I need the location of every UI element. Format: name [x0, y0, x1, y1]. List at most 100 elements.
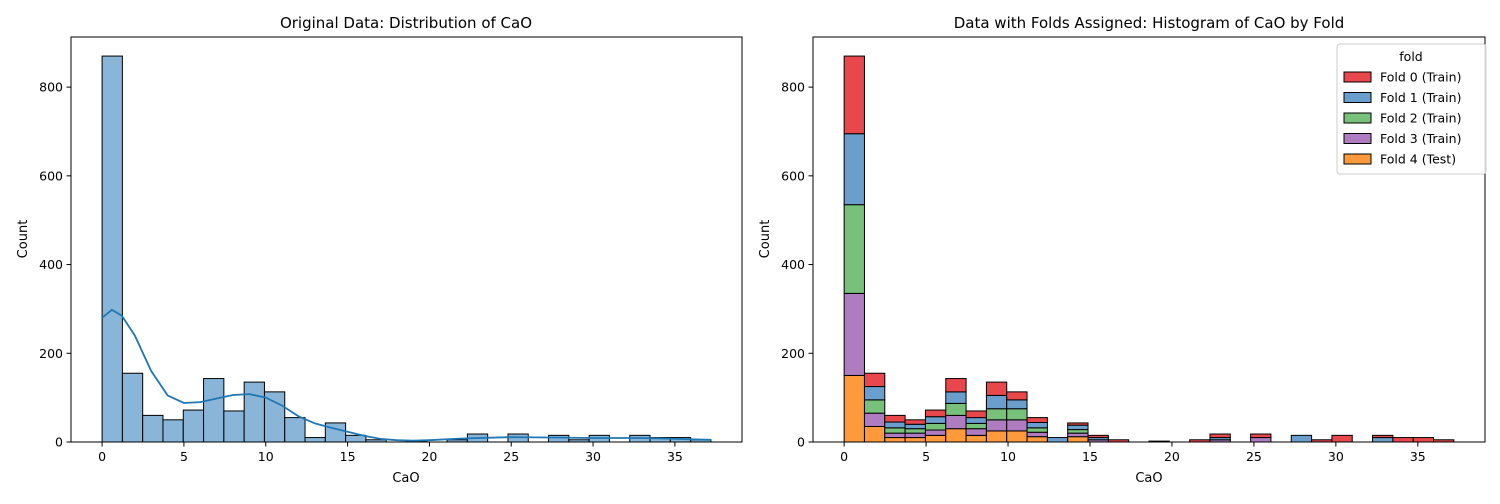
stacked-bar-segment	[1372, 434, 1394, 439]
y-tick-label: 200	[39, 346, 63, 361]
legend-label: Fold 1 (Train)	[1380, 90, 1461, 105]
legend-box	[1336, 43, 1487, 175]
stacked-bar-segment	[924, 416, 947, 424]
stacked-bar-segment	[1006, 391, 1028, 401]
y-tick-label: 600	[781, 168, 805, 183]
stacked-bar-segment	[884, 427, 906, 434]
histogram-bar	[203, 378, 225, 443]
kde-line	[101, 308, 711, 442]
legend-swatch	[1343, 92, 1372, 103]
stacked-bar-segment	[924, 434, 947, 443]
histogram-bar	[304, 437, 326, 443]
stacked-bar-segment	[985, 430, 1008, 443]
chart-title: Data with Folds Assigned: Histogram of C…	[954, 14, 1345, 32]
stacked-bar-segment	[965, 410, 987, 419]
stacked-bar-segment	[965, 434, 987, 443]
histogram-bar	[324, 422, 347, 443]
histogram-bar	[121, 372, 144, 443]
stacked-bar-segment	[1331, 434, 1353, 443]
histogram-bars	[101, 55, 712, 443]
stacked-bar-segment	[863, 399, 886, 414]
x-tick-label: 0	[98, 449, 106, 464]
legend: fold Fold 0 (Train) Fold 1 (Train) Fold 2 …	[1336, 43, 1487, 175]
legend-label: Fold 2 (Train)	[1380, 111, 1461, 126]
stacked-bar-segment	[863, 412, 886, 427]
x-tick-label: 5	[180, 449, 188, 464]
y-tick-label: 0	[55, 435, 63, 450]
stacked-bar-segment	[1026, 427, 1048, 433]
x-tick-label: 25	[1246, 449, 1262, 464]
stacked-bar-segment	[863, 386, 886, 401]
stacked-bar-segment	[1006, 430, 1028, 443]
stacked-bar-segment	[1209, 433, 1231, 439]
x-tick-label: 10	[1000, 449, 1016, 464]
stacked-bar-segment	[1026, 417, 1048, 423]
x-tick-label: 20	[421, 449, 437, 464]
stacked-bar-segment	[1372, 437, 1394, 443]
stacked-bar-segment	[904, 423, 926, 430]
stacked-bar-segment	[924, 422, 947, 431]
stacked-bar-segment	[1006, 419, 1028, 432]
legend-swatch	[1343, 133, 1372, 144]
stacked-bar-segment	[945, 391, 967, 404]
x-tick-label: 35	[1410, 449, 1426, 464]
histogram-bar	[243, 381, 265, 443]
stacked-bar-segment	[884, 432, 906, 439]
x-tick-label: 10	[258, 449, 274, 464]
y-tick-label: 400	[39, 257, 63, 272]
x-tick-label: 15	[1082, 449, 1098, 464]
x-tick-label: 0	[840, 449, 848, 464]
stacked-bar-segment	[884, 414, 906, 423]
stacked-bar-segment	[1087, 434, 1109, 439]
histogram-chart-original: Original Data: Distribution of CaO CaO C…	[16, 14, 743, 486]
stacked-bar-segment	[1250, 437, 1272, 443]
x-tick-label: 15	[340, 449, 356, 464]
y-tick-label: 800	[781, 80, 805, 95]
stacked-bar-segment	[904, 428, 926, 434]
legend-title: fold	[1399, 49, 1422, 64]
stacked-bar-segment	[1250, 433, 1272, 439]
y-tick-label: 0	[797, 435, 805, 450]
y-axis-label: Count	[758, 220, 773, 259]
x-tick-label: 35	[667, 449, 683, 464]
stacked-bar-segment	[1067, 432, 1089, 438]
stacked-bar-segment	[924, 429, 947, 436]
stacked-bar-segment	[904, 432, 926, 439]
stacked-bar-segment	[1006, 408, 1028, 421]
plot-frame	[812, 36, 1486, 443]
stacked-bar-segment	[924, 409, 947, 418]
x-axis-label: CaO	[1135, 471, 1162, 486]
y-axis-label: Count	[16, 220, 31, 259]
x-axis-label: CaO	[392, 471, 419, 486]
axis-ticks: 0 5 10 15 20 25 30 35 0 200 400 600 800	[781, 80, 1426, 464]
stacked-bar-segment	[1290, 434, 1313, 443]
x-tick-label: 20	[1164, 449, 1180, 464]
legend-swatch	[1343, 153, 1372, 165]
stacked-bar-segment	[965, 428, 987, 436]
stacked-bar-segment	[1026, 436, 1048, 443]
stacked-bar-segment	[843, 133, 865, 206]
stacked-bar-segment	[1006, 399, 1028, 410]
stacked-bar-segment	[1067, 424, 1089, 431]
x-tick-label: 25	[503, 449, 519, 464]
stacked-bar-segment	[884, 437, 906, 443]
x-tick-label: 30	[1328, 449, 1344, 464]
stacked-bar-segment	[965, 417, 987, 424]
legend-label: Fold 3 (Train)	[1380, 131, 1461, 146]
stacked-bar-segment	[843, 55, 865, 135]
legend-label: Fold 0 (Train)	[1380, 70, 1461, 85]
stacked-bar-segment	[945, 378, 967, 393]
stacked-bar-segment	[945, 428, 967, 443]
stacked-bar-segment	[1046, 437, 1069, 443]
y-tick-label: 600	[39, 168, 63, 183]
plot-frame	[70, 36, 743, 443]
stacked-bar-segment	[1026, 431, 1048, 438]
stacked-bar-segment	[884, 421, 906, 429]
stacked-bar-segment	[1067, 429, 1089, 434]
y-tick-label: 800	[39, 80, 63, 95]
y-tick-label: 200	[781, 346, 805, 361]
y-tick-label: 400	[781, 257, 805, 272]
stacked-bar-segment	[945, 414, 967, 430]
stacked-bar-segment	[863, 372, 886, 388]
